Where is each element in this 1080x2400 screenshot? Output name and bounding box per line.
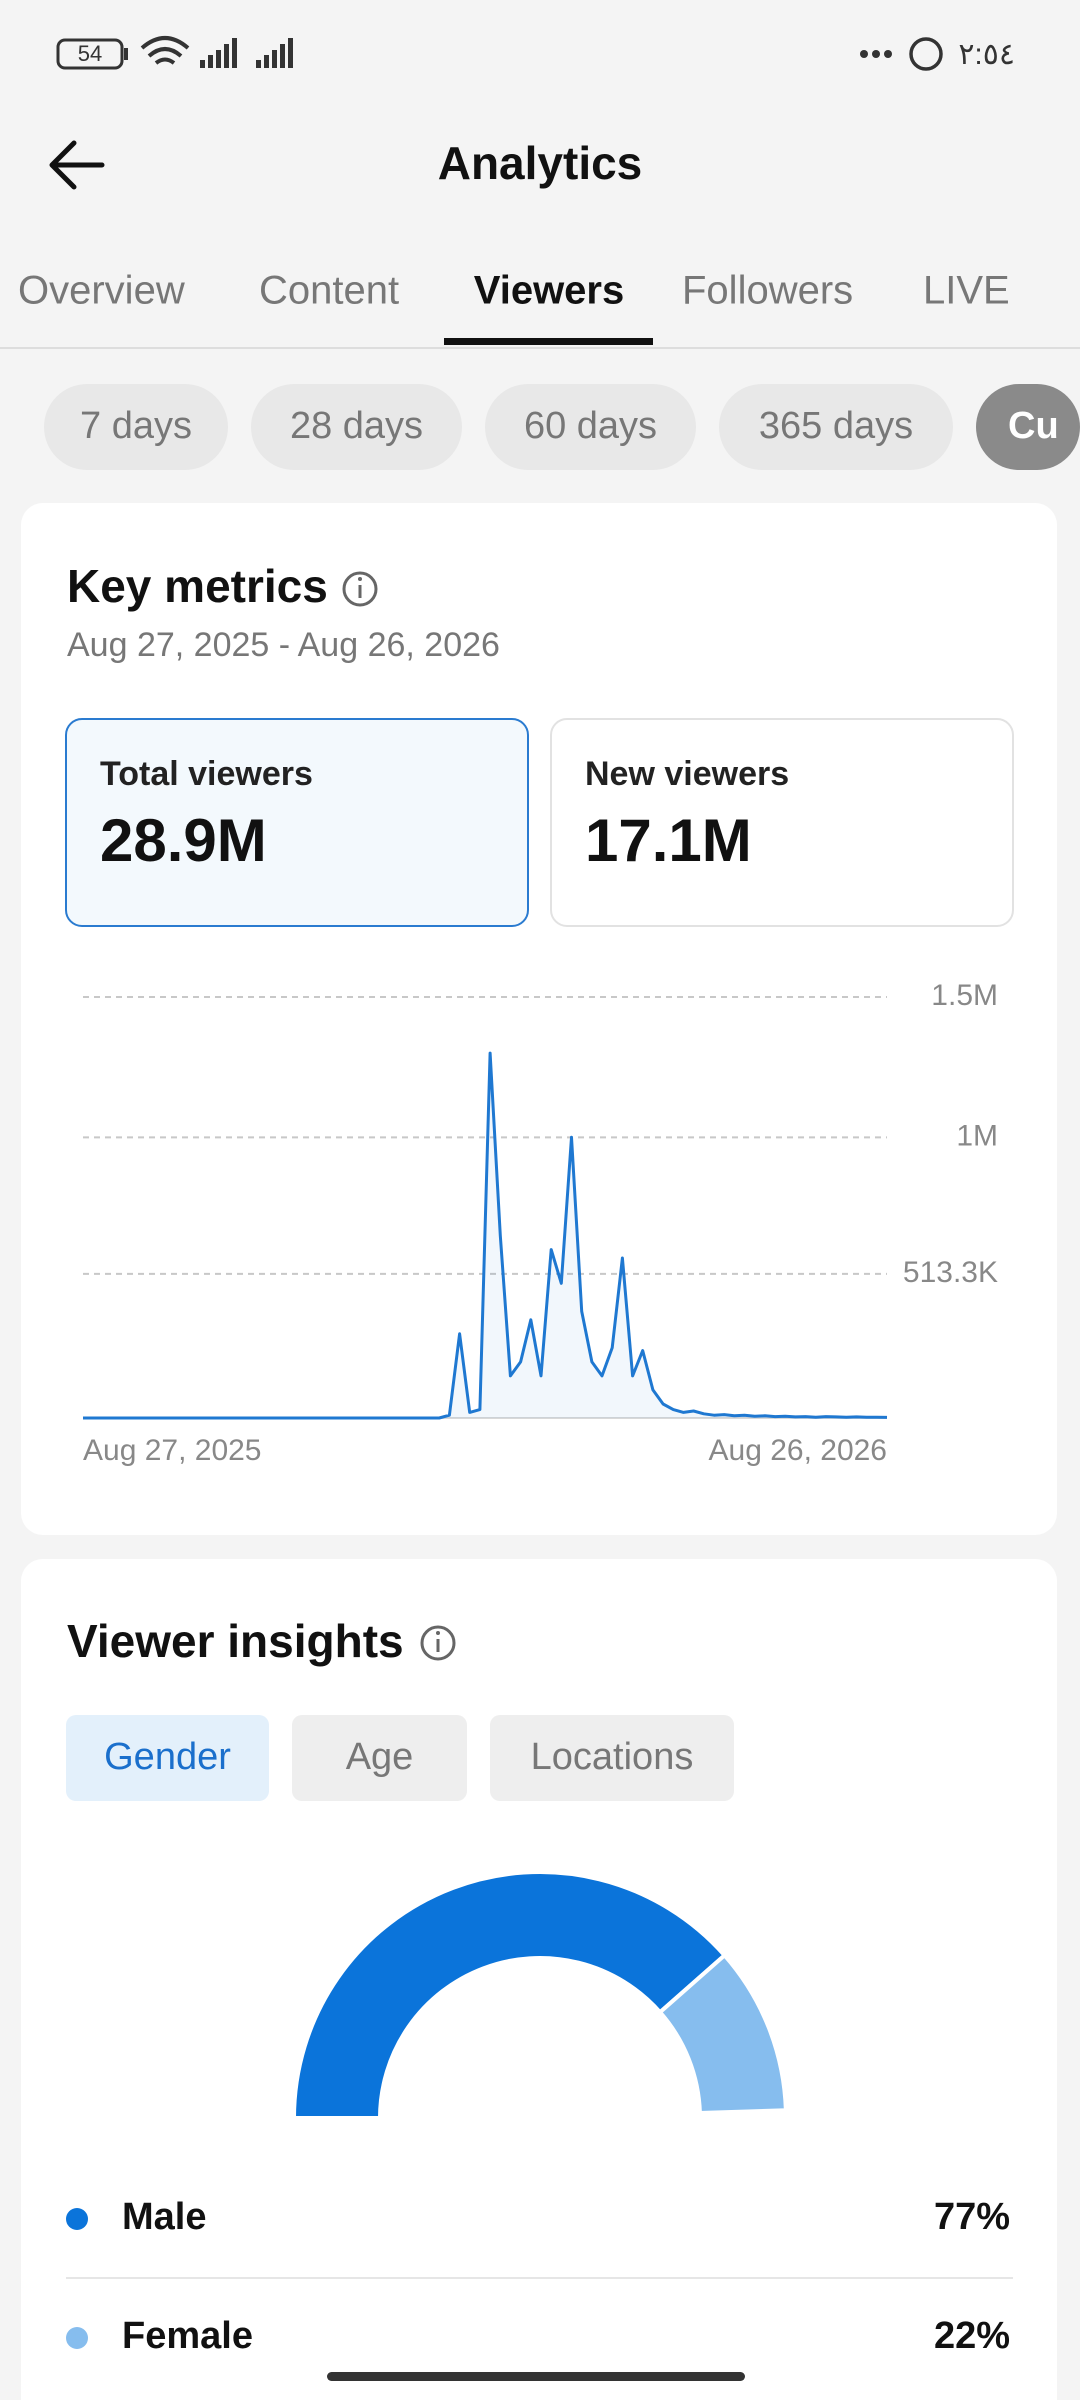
insight-tab-label[interactable]: Gender [104,1736,231,1778]
legend-label: Male [122,2196,206,2238]
legend-dot [66,2327,88,2349]
tab[interactable]: Viewers [474,269,625,313]
y-tick-label: 513.3K [903,1256,998,1289]
x-tick-label: Aug 26, 2026 [709,1434,888,1467]
home-indicator [327,2372,745,2381]
tab[interactable]: Overview [18,269,185,313]
line [83,1051,888,1420]
insight-tab[interactable] [292,1715,467,1801]
legend-value: 77% [934,2196,1010,2238]
battery-level: 54 [78,41,102,66]
period-label[interactable]: 60 days [524,405,657,447]
whatsapp-icon [909,37,943,71]
signal-icon [200,38,293,68]
battery-icon [56,38,124,70]
period-pill[interactable] [485,384,696,470]
y-tick-label: 1.5M [931,979,998,1012]
back-button[interactable] [49,140,105,190]
legend-label: Female [122,2315,253,2357]
section-title: Key metrics [67,560,328,612]
period-pill[interactable] [719,384,953,470]
date-range: Aug 27, 2025 - Aug 26, 2026 [67,626,500,664]
info-icon[interactable] [420,1625,456,1661]
metric-label: New viewers [585,755,789,793]
section-title: Viewer insights [67,1615,404,1667]
insight-tab[interactable] [490,1715,734,1801]
y-tick-label: 1M [956,1119,998,1152]
x-tick-label: Aug 27, 2025 [83,1434,262,1467]
metric-value: 28.9M [100,807,267,874]
metric-value: 17.1M [585,807,752,874]
clock: ٢:٥٤ [958,38,1015,71]
battery-tip [124,48,128,60]
donut-segment [291,1870,728,2120]
donut-segment [657,1952,788,2116]
legend-value: 22% [934,2315,1010,2357]
period-label[interactable]: 7 days [80,405,192,447]
metric-label: Total viewers [100,755,313,793]
insight-tab-label[interactable]: Age [346,1736,414,1778]
viewer-insights-card [21,1559,1057,2400]
insight-tab[interactable] [66,1715,269,1801]
period-pill[interactable] [976,384,1080,470]
more-icon [860,50,892,58]
legend-dot [66,2208,88,2230]
info-icon[interactable] [342,571,378,607]
tab[interactable]: Content [259,269,399,313]
metric-card[interactable] [550,718,1014,927]
period-label[interactable]: 28 days [290,405,423,447]
tab[interactable]: LIVE [923,269,1010,313]
page-title: Analytics [438,137,643,189]
period-label[interactable]: 365 days [759,405,913,447]
metric-card[interactable] [65,718,529,927]
period-pill[interactable] [251,384,462,470]
tab[interactable]: Followers [682,269,853,313]
insight-tab-label[interactable]: Locations [531,1736,694,1778]
wifi-icon [140,36,190,65]
active-tab-indicator [444,338,653,345]
period-pill[interactable] [44,384,228,470]
period-label[interactable]: Cu [1008,405,1059,447]
